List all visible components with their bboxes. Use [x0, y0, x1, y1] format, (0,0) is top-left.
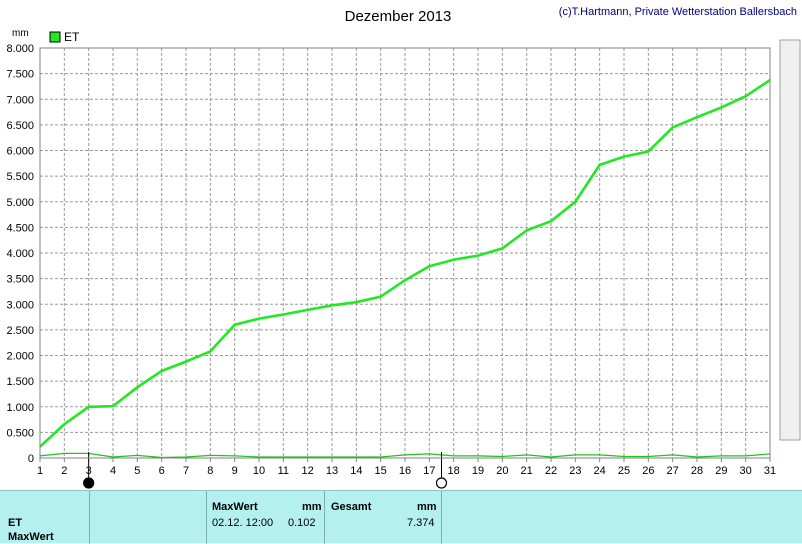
y-tick-label: 1.500 [6, 376, 34, 388]
y-tick-label: 2.000 [6, 351, 34, 363]
x-tick-label: 5 [134, 465, 140, 477]
y-tick-label: 7.000 [6, 94, 34, 106]
x-tick-label: 10 [253, 465, 265, 477]
y-tick-label: 4.500 [6, 222, 34, 234]
x-axis-ticks: 1234567891011121314151617181920212223242… [37, 458, 776, 477]
y-tick-label: 3.000 [6, 299, 34, 311]
x-tick-label: 1 [37, 465, 43, 477]
gesamt-value: 7.374 [407, 517, 435, 529]
maxwert-time: 02.12. 12:00 [212, 517, 274, 529]
x-tick-label: 26 [642, 465, 654, 477]
x-tick-label: 28 [691, 465, 703, 477]
x-tick-label: 23 [569, 465, 581, 477]
maxwert-cell: MaxWert mm 02.12. 12:00 0.102 [207, 491, 325, 544]
full-moon-marker [435, 477, 448, 489]
x-tick-label: 4 [110, 465, 116, 477]
scrollbar-stub[interactable] [779, 39, 801, 441]
x-tick-label: 20 [496, 465, 508, 477]
x-tick-label: 29 [715, 465, 727, 477]
y-tick-label: 7.500 [6, 69, 34, 81]
series-line-et [39, 79, 771, 448]
y-tick-label: 2.500 [6, 325, 34, 337]
y-tick-label: 6.500 [6, 120, 34, 132]
empty-cell [90, 491, 207, 544]
y-axis-ticks: 0 0.500 1.000 1.500 2.000 2.500 3.000 3.500 4.00… [6, 43, 34, 465]
label-cell: ET MaxWert [0, 491, 90, 544]
x-tick-label: 22 [545, 465, 557, 477]
row-label-et: ET [8, 517, 23, 529]
x-tick-label: 11 [278, 465, 289, 477]
x-tick-label: 19 [472, 465, 484, 477]
maxwert-unit: mm [302, 501, 322, 513]
chart: Dezember 2013 (c)T.Hartmann, Private Wet… [6, 6, 801, 489]
x-tick-label: 15 [375, 465, 387, 477]
x-tick-label: 24 [594, 465, 606, 477]
y-tick-label: 0.500 [6, 427, 34, 439]
summary-panel: ET MaxWert MaxWert mm 02.12. 12:00 0.102… [0, 490, 802, 544]
y-tick-label: 6.000 [6, 146, 34, 158]
gesamt-cell: Gesamt mm 7.374 [325, 491, 442, 544]
plot-frame [39, 47, 771, 459]
x-tick-label: 13 [326, 465, 338, 477]
y-tick-label: 4.000 [6, 248, 34, 260]
marker-group [83, 452, 448, 489]
grid [39, 47, 771, 459]
x-tick-label: 21 [521, 465, 533, 477]
gesamt-header: Gesamt [331, 501, 372, 513]
x-tick-label: 27 [667, 465, 679, 477]
y-tick-label: 5.000 [6, 197, 34, 209]
maxwert-header: MaxWert [212, 501, 258, 513]
maxwert-value: 0.102 [288, 517, 316, 529]
y-tick-label: 5.500 [6, 171, 34, 183]
x-tick-label: 2 [61, 465, 67, 477]
chart-title: Dezember 2013 [345, 8, 452, 25]
legend-label: ET [64, 30, 80, 44]
x-tick-label: 12 [302, 465, 314, 477]
x-tick-label: 30 [740, 465, 752, 477]
y-tick-label: 1.000 [6, 402, 34, 414]
y-tick-label: 8.000 [6, 43, 34, 55]
x-tick-label: 6 [159, 465, 165, 477]
x-tick-label: 9 [232, 465, 238, 477]
y-tick-label: 3.500 [6, 274, 34, 286]
x-tick-label: 16 [399, 465, 411, 477]
y-unit-label: mm [12, 28, 29, 39]
x-tick-label: 7 [183, 465, 189, 477]
gesamt-unit: mm [417, 501, 437, 513]
y-tick-label: 0 [28, 453, 34, 465]
x-tick-label: 18 [448, 465, 460, 477]
x-tick-label: 25 [618, 465, 630, 477]
copyright-text: (c)T.Hartmann, Private Wetterstation Bal… [559, 6, 797, 18]
x-tick-label: 17 [423, 465, 435, 477]
x-tick-label: 31 [764, 465, 776, 477]
new-moon-marker [83, 477, 95, 489]
x-tick-label: 14 [350, 465, 362, 477]
x-tick-label: 8 [207, 465, 213, 477]
row-label-maxwert: MaxWert [8, 531, 54, 543]
legend-swatch [49, 31, 61, 43]
